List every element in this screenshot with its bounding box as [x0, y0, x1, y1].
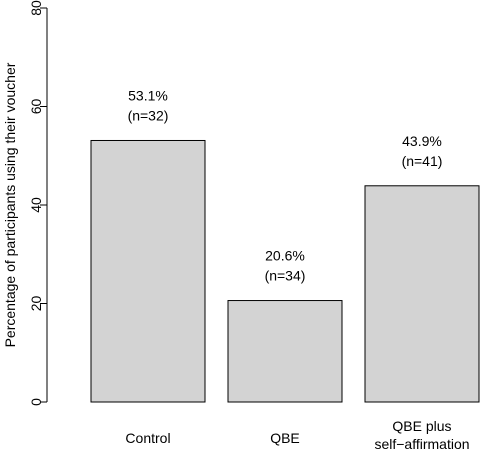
bar — [364, 185, 480, 403]
y-tick-label: 80 — [28, 0, 44, 16]
y-tick-label: 20 — [28, 296, 44, 312]
data-label: 53.1% — [128, 87, 168, 103]
y-axis-title: Percentage of participants using their v… — [2, 62, 18, 347]
data-label: (n=41) — [402, 153, 443, 169]
category-label: Control — [125, 430, 170, 446]
data-label: 20.6% — [265, 248, 305, 264]
data-label: (n=32) — [128, 107, 169, 123]
data-label: 43.9% — [402, 133, 442, 149]
bar — [90, 139, 206, 403]
category-label: QBE — [270, 430, 300, 446]
bars — [90, 139, 480, 403]
y-axis: 0 20 40 60 80 — [28, 0, 48, 406]
y-tick-label: 40 — [28, 197, 44, 213]
category-label: self−affirmation — [374, 436, 469, 451]
x-axis-labels: Control QBE QBE plus self−affirmation — [125, 418, 469, 451]
y-tick-label: 0 — [28, 398, 44, 406]
y-tick-label: 60 — [28, 99, 44, 115]
data-label: (n=34) — [265, 268, 306, 284]
data-labels: 53.1% (n=32) 20.6% (n=34) 43.9% (n=41) — [128, 87, 443, 283]
category-label: QBE plus — [392, 418, 451, 434]
bar — [227, 300, 343, 403]
